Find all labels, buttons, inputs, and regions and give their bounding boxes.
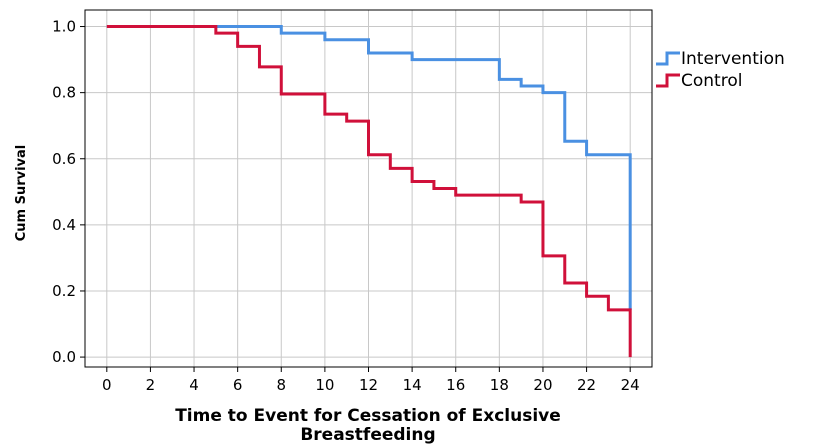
series-line-control	[106, 25, 632, 358]
x-tick-label: 24	[621, 376, 640, 394]
x-tick-label: 8	[276, 376, 286, 394]
x-tick-label: 0	[102, 376, 112, 394]
y-tick-label: 0.6	[52, 150, 76, 168]
series-group	[106, 25, 632, 358]
x-axis-ticks: 0 2 4 6 8 10 12 14 16 18 20 22 24	[102, 367, 640, 394]
y-axis-ticks: 0.0 0.2 0.4 0.6 0.8 1.0	[52, 18, 85, 366]
x-tick-label: 6	[233, 376, 243, 394]
series-line-intervention	[106, 25, 632, 310]
legend-swatch-control	[656, 73, 680, 88]
x-axis-title: Time to Event for Cessation of Exclusive…	[175, 406, 561, 445]
y-axis-title: Cum Survival	[14, 145, 29, 242]
x-tick-label: 12	[359, 376, 378, 394]
y-tick-label: 0.2	[52, 282, 76, 300]
grid	[85, 10, 652, 367]
x-tick-label: 4	[189, 376, 199, 394]
x-tick-label: 18	[490, 376, 509, 394]
legend-label-intervention: Intervention	[681, 49, 785, 69]
x-tick-label: 16	[446, 376, 465, 394]
y-tick-label: 0.0	[52, 348, 76, 366]
legend-swatch-intervention	[656, 51, 680, 66]
legend-label-control: Control	[681, 71, 742, 91]
x-tick-label: 2	[146, 376, 156, 394]
y-tick-label: 0.4	[52, 216, 76, 234]
x-tick-label: 20	[533, 376, 552, 394]
x-tick-label: 10	[315, 376, 334, 394]
y-tick-label: 1.0	[52, 18, 76, 36]
y-tick-label: 0.8	[52, 84, 76, 102]
x-tick-label: 22	[577, 376, 596, 394]
x-tick-label: 14	[403, 376, 422, 394]
